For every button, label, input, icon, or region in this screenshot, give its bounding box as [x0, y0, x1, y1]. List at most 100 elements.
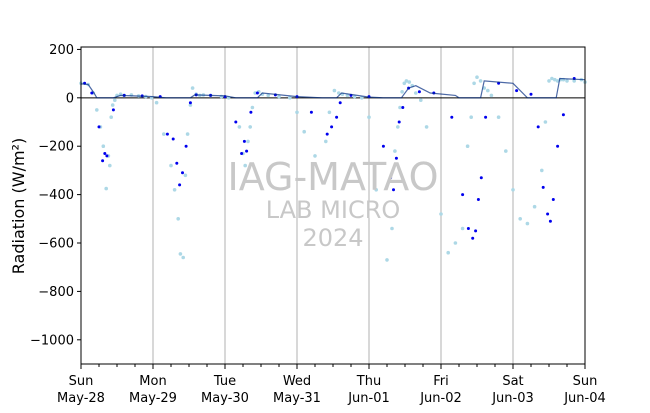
y-axis-label: Radiation (W/m²)	[9, 138, 28, 274]
x-tick-label-day: Wed	[283, 374, 311, 389]
data-point-light	[460, 226, 465, 231]
data-point-dark	[171, 137, 175, 141]
data-point-dark	[242, 139, 246, 143]
data-point-light	[511, 188, 515, 192]
data-point-dark	[389, 176, 393, 180]
data-point-dark	[548, 219, 552, 223]
data-point-light	[367, 115, 371, 119]
data-point-dark	[335, 115, 339, 119]
data-point-dark	[103, 152, 107, 155]
data-point-dark	[484, 115, 488, 119]
data-point-dark	[188, 101, 192, 105]
data-point-light	[475, 75, 479, 79]
data-point-light	[302, 129, 307, 134]
data-point-light	[176, 217, 180, 221]
data-point-light	[277, 94, 281, 99]
data-point-dark	[97, 125, 101, 129]
data-point-light	[525, 221, 530, 226]
data-point-dark	[541, 185, 545, 189]
x-tick-label-date: Jun-02	[419, 391, 462, 406]
data-point-light	[248, 125, 252, 129]
data-point-light	[253, 91, 257, 95]
y-tick-label: 200	[49, 43, 74, 58]
x-tick-label-date: May-28	[57, 391, 105, 406]
data-point-dark	[381, 144, 385, 148]
data-point-dark	[401, 106, 405, 109]
data-point-light	[250, 105, 255, 110]
data-point-light	[543, 120, 548, 124]
x-tick-label-day: Sun	[573, 374, 598, 389]
data-point-dark	[394, 156, 398, 160]
x-axis: Sun May-28 Mon May-29 Tue May-30 Wed May-31 Thu J…	[57, 364, 606, 406]
data-point-light	[518, 217, 522, 221]
data-point-light	[374, 188, 379, 192]
series-line	[80, 77, 586, 99]
data-point-light	[414, 91, 418, 95]
watermark-title: IAG-MATAO	[227, 155, 438, 199]
data-point-dark	[175, 161, 179, 165]
data-point-dark	[397, 120, 401, 124]
data-point-dark	[325, 132, 329, 136]
y-tick-label: −1000	[30, 333, 74, 348]
data-point-light	[313, 154, 317, 158]
watermark-line3: 2024	[302, 224, 363, 252]
data-point-light	[178, 252, 183, 256]
data-point-light	[393, 149, 397, 153]
data-point-dark	[515, 89, 519, 93]
data-point-dark	[392, 188, 395, 192]
data-point-light	[113, 98, 117, 102]
data-point-light	[398, 105, 402, 110]
data-point-light	[95, 108, 99, 112]
data-point-light	[404, 79, 409, 83]
data-point-dark	[111, 108, 115, 112]
data-point-light	[390, 226, 394, 231]
data-point-light	[496, 115, 501, 119]
data-point-dark	[234, 120, 238, 124]
data-point-dark	[90, 91, 94, 95]
data-point-light	[572, 79, 576, 83]
data-point-dark	[529, 92, 533, 96]
data-point-dark	[536, 125, 540, 129]
x-tick-label-date: May-30	[201, 391, 249, 406]
data-point-light	[453, 241, 458, 245]
x-tick-label-date: Jun-01	[347, 391, 390, 406]
data-point-dark	[255, 91, 259, 95]
data-point-dark	[181, 171, 184, 175]
data-point-light	[396, 125, 400, 129]
data-point-light	[243, 163, 247, 168]
data-point-light	[172, 188, 177, 192]
data-point-light	[288, 96, 292, 100]
data-point-light	[110, 103, 115, 107]
data-point-light	[266, 93, 271, 98]
y-tick-label: −600	[38, 237, 74, 252]
x-tick-label-day: Thu	[356, 374, 381, 389]
y-tick-label: −400	[38, 188, 74, 203]
data-point-dark	[479, 176, 483, 180]
data-point-light	[547, 79, 551, 83]
grid-layer	[152, 47, 514, 364]
y-axis: 200 0 −200 −400 −600 −800 −1000	[30, 43, 81, 348]
data-point-dark	[330, 125, 334, 129]
data-point-light	[169, 163, 173, 168]
data-point-light	[324, 139, 328, 144]
data-point-light	[327, 110, 332, 115]
data-point-dark	[309, 110, 313, 114]
data-point-dark	[461, 193, 465, 197]
data-point-light	[400, 90, 404, 94]
data-point-light	[478, 79, 483, 83]
data-point-dark	[165, 132, 169, 136]
x-tick-label-date: May-31	[273, 391, 321, 406]
points-layer	[79, 75, 587, 262]
data-point-light	[472, 81, 476, 86]
data-point-light	[407, 80, 412, 84]
data-point-light	[101, 144, 106, 148]
data-point-light	[360, 96, 364, 100]
data-point-dark	[450, 115, 454, 119]
data-point-dark	[249, 110, 253, 114]
data-point-light	[402, 81, 407, 86]
data-point-dark	[561, 113, 565, 117]
data-point-dark	[546, 212, 550, 216]
data-point-light	[550, 76, 554, 81]
data-point-light	[162, 132, 166, 136]
